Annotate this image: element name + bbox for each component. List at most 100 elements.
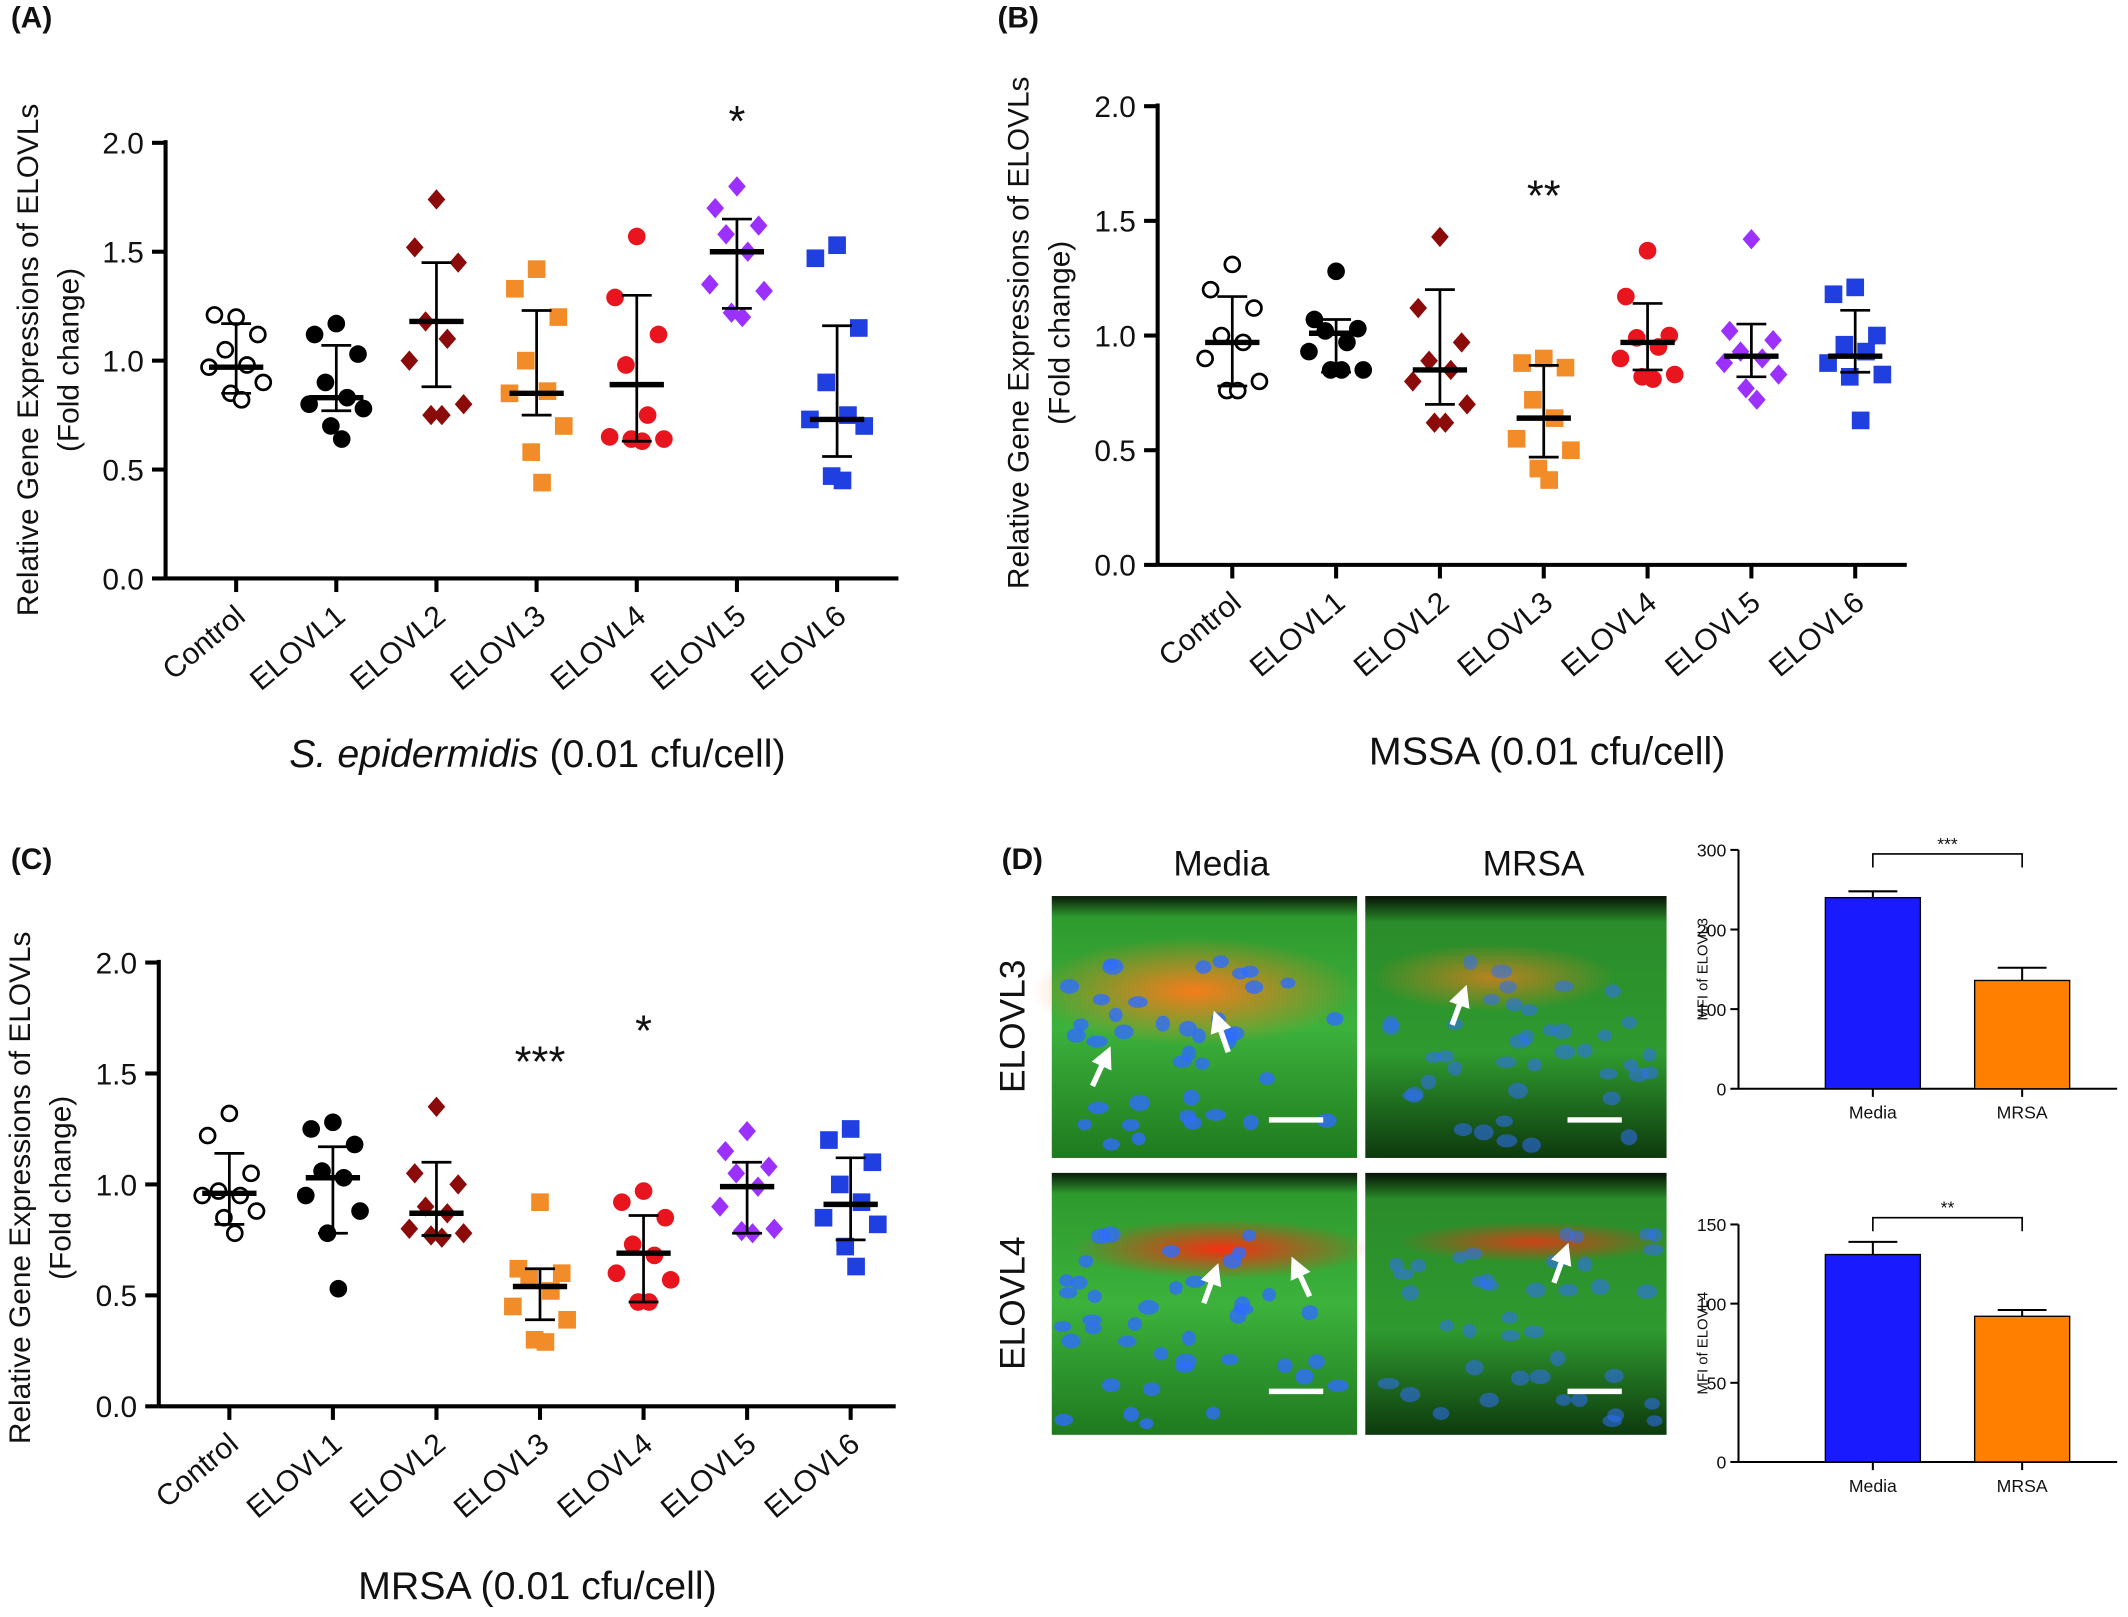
nucleus	[1495, 1056, 1517, 1068]
micrograph-panel: (D) Media MRSA ELOVL3 ELOVL4	[994, 843, 1670, 1435]
point	[1327, 262, 1345, 281]
nucleus	[1643, 1244, 1664, 1256]
significance-bracket	[1872, 853, 2023, 868]
point	[249, 325, 267, 344]
y-axis-label: MFI of ELOVL3	[1694, 918, 1711, 1021]
y-tick-label: 1.0	[1094, 320, 1136, 353]
nucleus	[1522, 1137, 1541, 1153]
nucleus	[1121, 1119, 1140, 1132]
point	[1617, 287, 1635, 306]
column-label: MRSA	[1483, 845, 1585, 884]
error-bar	[732, 1160, 763, 1235]
nucleus	[1604, 1368, 1624, 1383]
point	[1611, 349, 1630, 368]
y-axis-label: Relative Gene Expressions of ELOVLs	[4, 932, 37, 1445]
nucleus	[1103, 958, 1118, 970]
nucleus	[1222, 1253, 1242, 1269]
nucleus	[1262, 1287, 1277, 1302]
nucleus	[1524, 1325, 1544, 1339]
point	[1425, 412, 1444, 433]
nucleus	[1620, 1129, 1638, 1146]
error-bar	[835, 1156, 866, 1242]
nucleus	[1212, 955, 1229, 969]
nucleus	[1607, 1408, 1625, 1422]
point	[1245, 299, 1263, 317]
y-tick-label: 1.5	[102, 237, 144, 270]
significance: ***	[515, 1039, 566, 1087]
point	[600, 428, 619, 446]
nucleus	[1242, 1229, 1257, 1242]
row-label: ELOVL3	[994, 960, 1033, 1093]
error-bar	[1840, 308, 1871, 374]
nucleus	[1405, 1086, 1424, 1103]
point	[552, 1264, 571, 1283]
point	[349, 345, 367, 363]
point	[558, 1310, 576, 1329]
nucleus	[1571, 1392, 1588, 1407]
point	[247, 1202, 266, 1220]
y-tick-label: 0.0	[96, 1391, 138, 1424]
point	[205, 306, 224, 324]
point	[1338, 333, 1356, 352]
nucleus	[1108, 1007, 1123, 1022]
x-axis-label-text: MRSA (0.01 cfu/cell)	[358, 1564, 717, 1608]
point	[830, 1175, 849, 1194]
nucleus	[1510, 1370, 1530, 1386]
x-tick-label: ELOVL3	[1451, 586, 1559, 684]
nucleus	[1499, 980, 1517, 994]
point	[638, 406, 657, 424]
y-tick-label: 50	[1707, 1374, 1727, 1394]
nucleus	[1220, 1353, 1239, 1366]
error-bar	[421, 1160, 452, 1237]
nucleus	[1642, 1048, 1657, 1062]
point	[828, 236, 846, 255]
point	[506, 279, 524, 298]
nucleus	[1505, 997, 1523, 1012]
y-tick-label: 0.5	[96, 1280, 138, 1313]
point	[661, 1271, 680, 1289]
arrows	[1090, 984, 1572, 1305]
x-tick-label: ELOVL2	[344, 599, 452, 697]
point	[1824, 285, 1843, 304]
bar	[1824, 896, 1922, 1090]
panel-label: (A)	[11, 1, 52, 34]
nucleus	[1102, 1138, 1120, 1151]
point	[1540, 471, 1558, 489]
arrow	[1210, 1010, 1232, 1053]
point	[1764, 329, 1782, 351]
x-tick-label: Control	[157, 599, 252, 686]
error-bar	[722, 217, 752, 310]
y-tick-label: 100	[1697, 1000, 1727, 1020]
significance-bracket	[1872, 1216, 2023, 1232]
point	[733, 306, 752, 328]
y-tick-label: 0.0	[1094, 550, 1136, 583]
nucleus	[1123, 1406, 1139, 1422]
nucleus	[1439, 1319, 1454, 1332]
nucleus	[1127, 1317, 1143, 1331]
nucleus	[1153, 1347, 1169, 1361]
nucleus	[1621, 1016, 1638, 1029]
nucleus	[1604, 984, 1621, 998]
point	[198, 1126, 217, 1145]
point	[1534, 349, 1553, 368]
x-tick-label: MRSA	[1997, 1476, 2048, 1496]
nucleus	[1529, 1369, 1551, 1385]
point	[324, 1113, 342, 1132]
x-tick-label: ELOVL1	[241, 1427, 349, 1525]
point	[449, 1174, 467, 1195]
point	[454, 1223, 473, 1244]
point	[1742, 229, 1761, 250]
nucleus	[1185, 1275, 1206, 1288]
nucleus	[1205, 1109, 1226, 1121]
x-tick-label: ELOVL5	[655, 1427, 763, 1525]
nucleus	[1162, 1245, 1180, 1258]
point	[623, 1235, 642, 1254]
point	[533, 473, 551, 492]
arrow	[1550, 1242, 1572, 1284]
point	[607, 1264, 626, 1283]
nucleus	[1646, 1415, 1663, 1427]
nucleus	[1462, 1323, 1477, 1338]
stain-band	[1072, 1219, 1371, 1279]
error-bar	[1321, 318, 1352, 374]
point	[738, 1120, 756, 1142]
